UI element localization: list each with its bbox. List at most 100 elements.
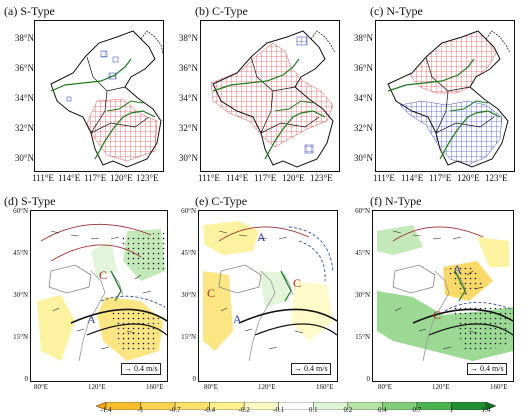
colorbar-label: 0.2 <box>343 406 353 414</box>
lon-tick: 117°E <box>254 173 277 183</box>
cyclone-label: C <box>207 286 216 300</box>
lat-tick: 32°N <box>353 123 373 133</box>
yangtze-river <box>94 110 156 160</box>
lat-tick: 34°N <box>353 93 373 103</box>
panel-d-title: (d) S-Type <box>4 194 56 208</box>
colorbar-label: -0.7 <box>169 406 181 414</box>
wind-scale-label: 0.4 m/s <box>480 364 504 373</box>
lat-tick: 0 <box>192 375 197 383</box>
tibetan-plateau-contour <box>392 264 436 294</box>
lat-tick: 32°N <box>14 123 34 133</box>
panel-f-map: A C → 0.4 m/s <box>372 210 514 382</box>
lon-tick: 120°E <box>258 383 276 391</box>
lat-tick: 0 <box>24 375 29 383</box>
anomaly-negative-area <box>91 241 117 277</box>
lat-tick: 15°N <box>181 333 196 341</box>
height-contour-warm <box>218 226 310 242</box>
lat-tick: 38°N <box>353 33 373 43</box>
colorbar <box>95 397 497 411</box>
lat-tick: 60°N <box>13 207 28 215</box>
panel-c-map <box>375 20 515 172</box>
lat-tick: 30°N <box>355 291 370 299</box>
colorbar-label: 1 <box>449 406 454 414</box>
lon-tick: 120°E <box>457 173 480 183</box>
lon-tick: 120°E <box>110 173 133 183</box>
arrow-icon: → <box>470 364 478 373</box>
wind-vectors <box>50 230 152 350</box>
yellow-river <box>50 58 132 92</box>
wind-scale-box: → 0.4 m/s <box>121 363 161 375</box>
lat-tick: 15°N <box>13 333 28 341</box>
colorbar-label: 0.4 <box>377 406 387 414</box>
province-outline <box>212 30 334 168</box>
lon-tick: 120°E <box>432 383 450 391</box>
province-outline <box>387 30 509 168</box>
height-contour-cool <box>298 240 326 282</box>
region-negative-box <box>100 50 108 58</box>
significance-stipple <box>111 309 159 353</box>
river-outline <box>280 270 292 302</box>
anomaly-negative-area <box>377 225 423 255</box>
height-contour-cool <box>288 226 334 272</box>
colorbar-svg <box>95 401 497 411</box>
lat-tick: 45°N <box>181 249 196 257</box>
region-negative-box <box>112 56 119 63</box>
lat-tick: 38°N <box>14 33 34 43</box>
region-positive-hatch <box>210 42 334 148</box>
panel-a-svg <box>50 30 163 168</box>
lon-tick: 114°E <box>401 173 424 183</box>
subtropical-high-contour <box>238 308 337 324</box>
anticyclone-label: A <box>233 312 242 326</box>
huai-river <box>106 100 144 112</box>
panel-f-title: (f) N-Type <box>370 194 422 208</box>
arrow-icon: → <box>124 364 132 373</box>
height-contour-cool <box>444 302 512 312</box>
panel-e-map: A C C A → 0.4 m/s <box>198 210 338 382</box>
wind-vectors <box>392 230 484 350</box>
region-negative-box <box>66 96 72 102</box>
region-negative-hatch <box>399 100 503 166</box>
lon-tick: 160°E <box>316 383 334 391</box>
lat-tick: 36°N <box>353 63 373 73</box>
lat-tick: 60°N <box>355 207 370 215</box>
lat-tick: 45°N <box>355 249 370 257</box>
province-border <box>250 56 320 134</box>
coastline <box>485 30 511 54</box>
colorbar-label: 0.7 <box>412 406 422 414</box>
lat-tick: 34°N <box>178 93 198 103</box>
lon-tick: 123°E <box>136 173 159 183</box>
colorbar-label: 1.4 <box>481 406 491 414</box>
lon-tick: 123°E <box>310 173 333 183</box>
lat-tick: 30°N <box>13 291 28 299</box>
huai-river <box>449 100 489 112</box>
lon-tick: 160°E <box>146 383 164 391</box>
subtropical-high-contour <box>412 308 513 324</box>
panel-a-map <box>34 20 164 172</box>
lon-tick: 114°E <box>226 173 249 183</box>
panel-c-svg <box>387 30 511 168</box>
lat-tick: 30°N <box>178 153 198 163</box>
lon-tick: 80°E <box>204 383 219 391</box>
lon-tick: 80°E <box>378 383 393 391</box>
panel-f-svg <box>377 225 513 362</box>
yellow-river <box>387 58 475 92</box>
lon-tick: 111°E <box>373 173 395 183</box>
arrow-icon: → <box>294 364 302 373</box>
region-negative-box <box>304 144 314 154</box>
panel-e-title: (e) C-Type <box>195 194 248 208</box>
tibetan-plateau-contour <box>218 264 262 294</box>
yangtze-river <box>264 110 326 160</box>
subtropical-high-contour <box>86 323 167 336</box>
lat-tick: 0 <box>366 375 371 383</box>
panel-b-map <box>200 20 340 172</box>
province-border <box>425 56 495 134</box>
colorbar-label: -0.2 <box>238 406 250 414</box>
lat-tick: 60°N <box>181 207 196 215</box>
colorbar-label: 0.1 <box>308 406 318 414</box>
anomaly-positive-area <box>37 295 75 361</box>
lat-tick: 38°N <box>178 33 198 43</box>
panel-b-title: (b) C-Type <box>195 4 248 18</box>
lat-tick: 34°N <box>14 93 34 103</box>
lon-tick: 80°E <box>34 383 49 391</box>
subtropical-high-contour <box>254 323 337 336</box>
